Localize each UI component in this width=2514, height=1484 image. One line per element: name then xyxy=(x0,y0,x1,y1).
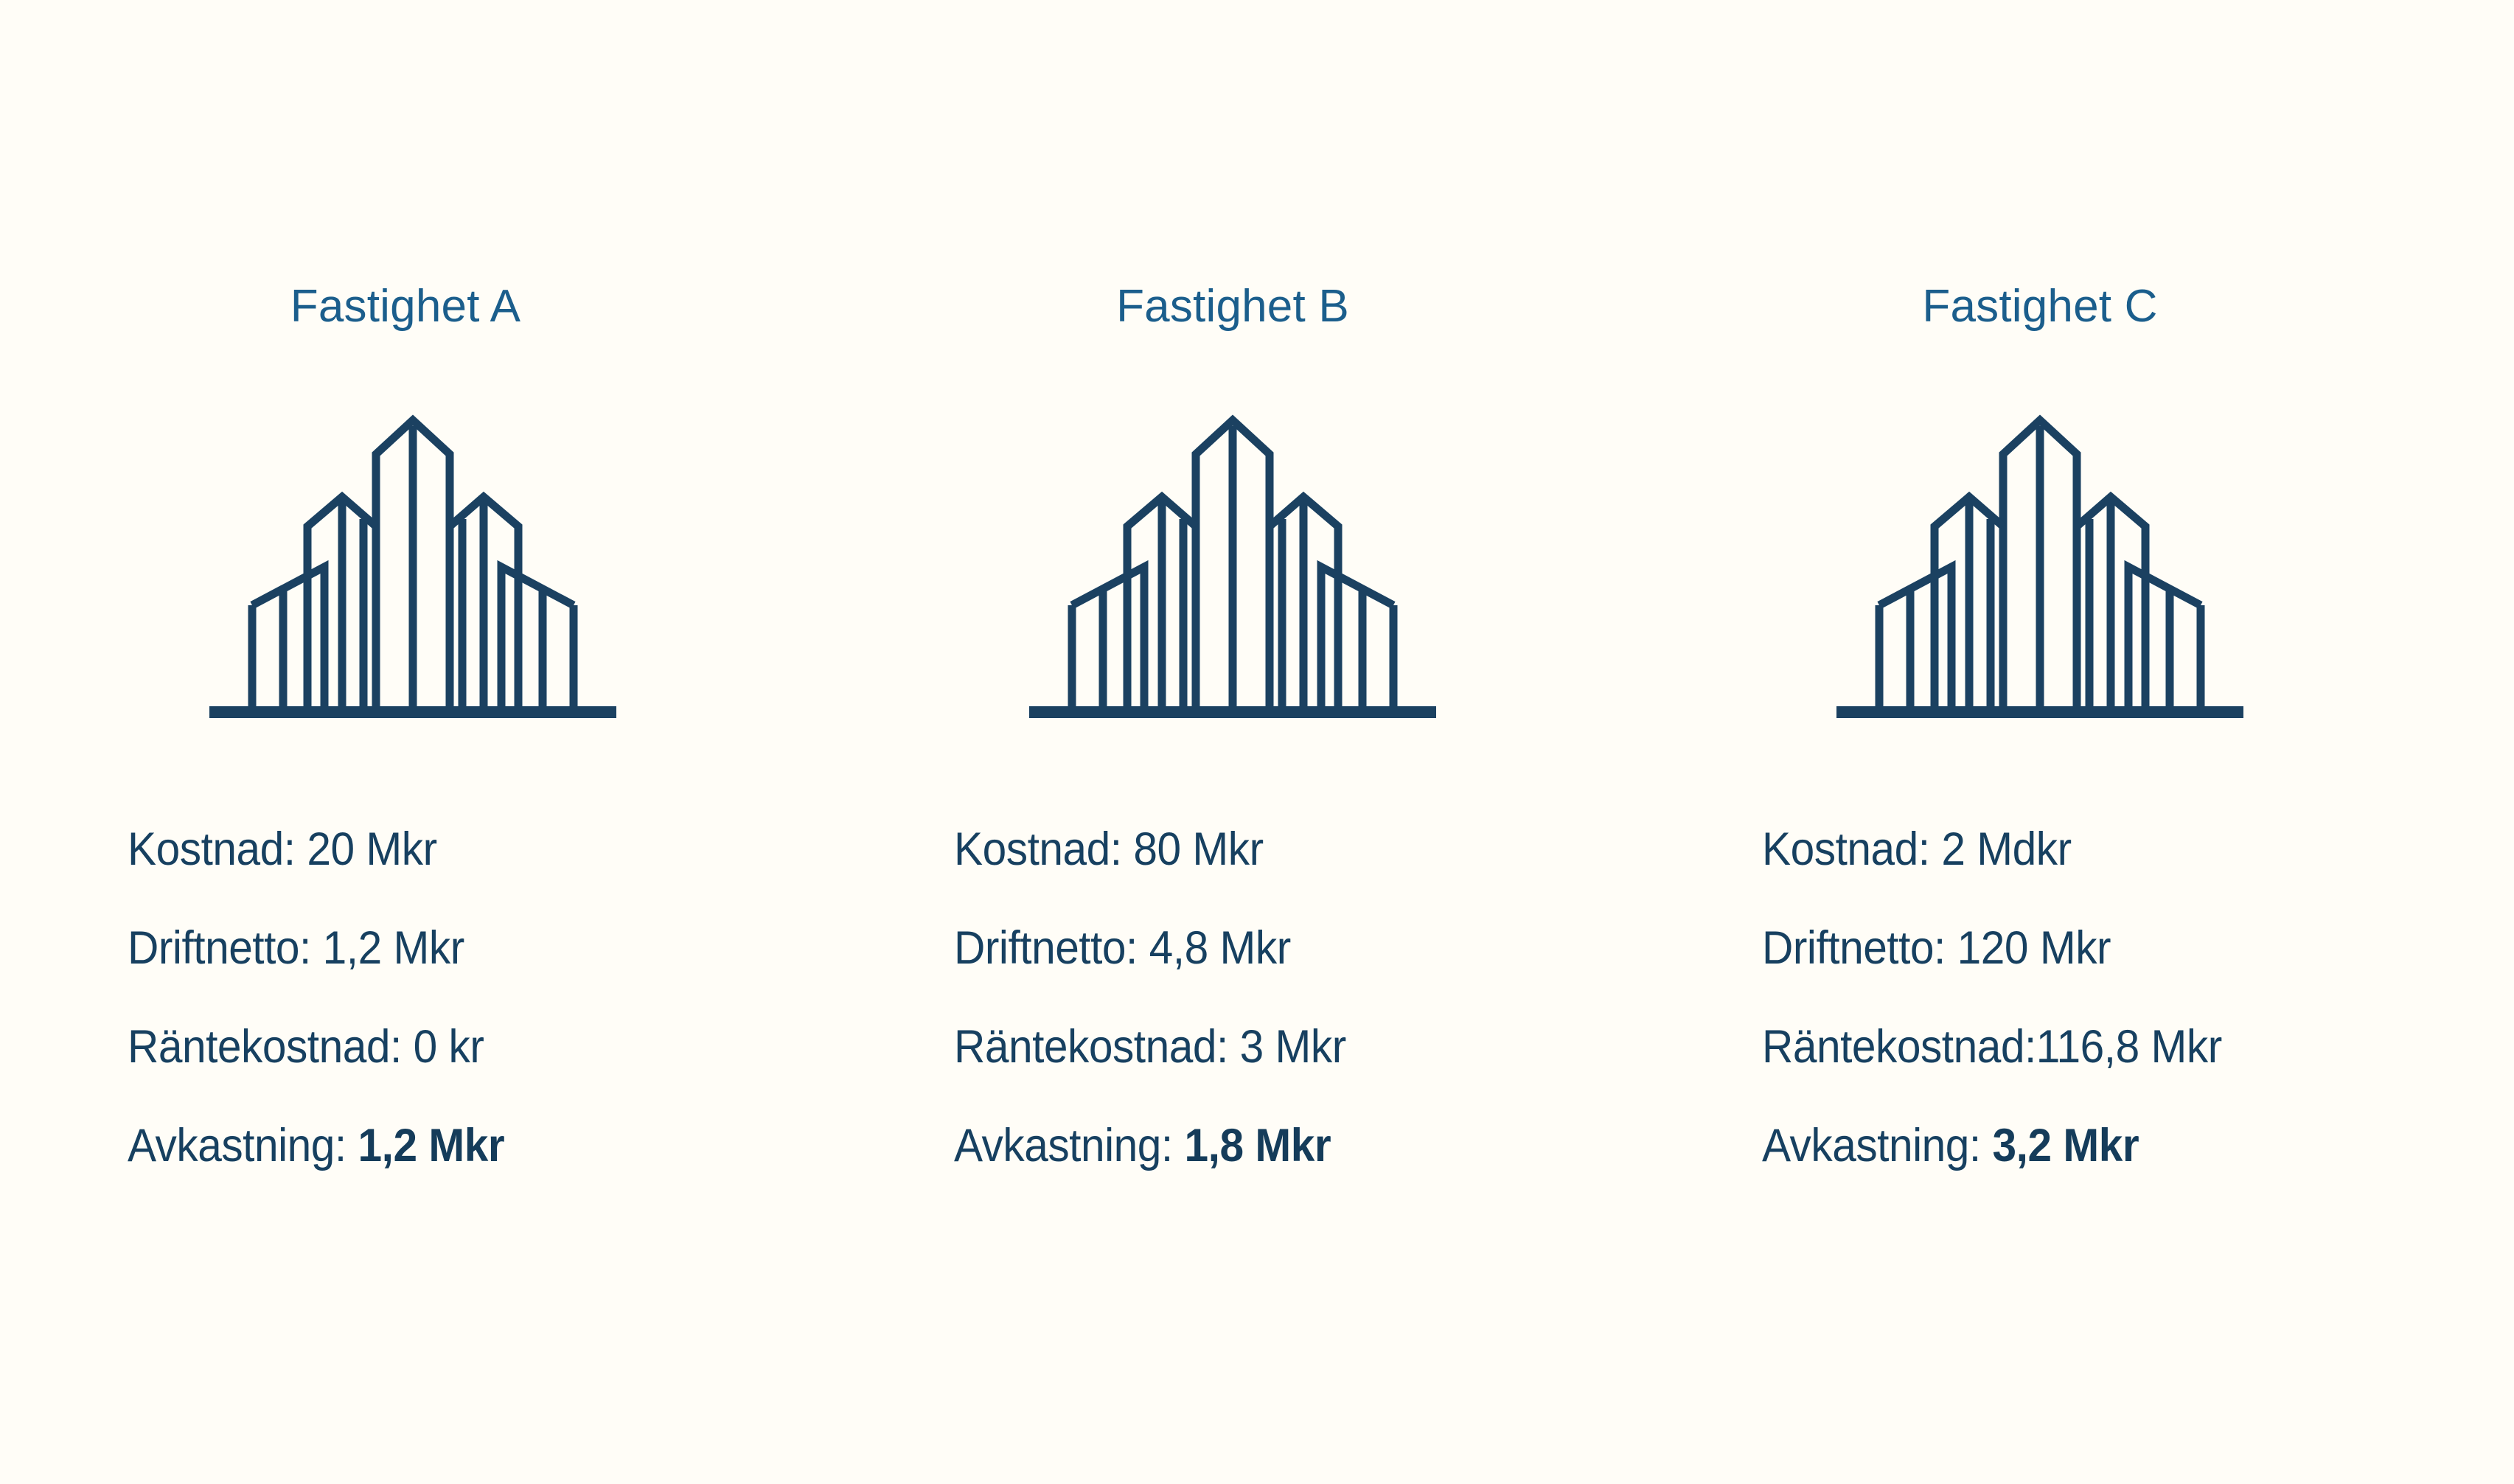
stat-value-avkastning: 1,2 Mkr xyxy=(358,1120,505,1171)
property-title-c: Fastighet C xyxy=(1922,281,2158,332)
stat-line-avkastning: Avkastning: 1,8 Mkr xyxy=(954,1096,1612,1195)
stat-line-kostnad: Kostnad: 80 Mkr xyxy=(954,823,1264,875)
stat-line-avkastning: Avkastning: 3,2 Mkr xyxy=(1762,1096,2420,1195)
stat-value-avkastning: 3,2 Mkr xyxy=(1992,1120,2139,1171)
stat-line-kostnad: Kostnad: 2 Mdkr xyxy=(1762,823,2072,875)
property-icon-a-wrapper xyxy=(0,410,818,720)
stat-value-avkastning: 1,8 Mkr xyxy=(1184,1120,1331,1171)
property-stats-c: Kostnad: 2 Mdkr Driftnetto: 120 Mkr Ränt… xyxy=(1762,800,2470,1195)
property-stats-a: Kostnad: 20 Mkr Driftnetto: 1,2 Mkr Ränt… xyxy=(128,800,835,1195)
office-buildings-icon xyxy=(209,414,616,718)
stat-line-rantekostnad: Räntekostnad: 0 kr xyxy=(128,1021,484,1073)
property-title-b: Fastighet B xyxy=(1116,281,1349,332)
stat-line-driftnetto: Driftnetto: 120 Mkr xyxy=(1762,922,2111,974)
office-buildings-icon xyxy=(1029,414,1436,718)
stat-label-avkastning: Avkastning: xyxy=(954,1120,1185,1171)
property-icon-b-wrapper xyxy=(827,410,1638,720)
stat-label-avkastning: Avkastning: xyxy=(128,1120,358,1171)
stat-line-driftnetto: Driftnetto: 1,2 Mkr xyxy=(128,922,464,974)
stat-line-kostnad: Kostnad: 20 Mkr xyxy=(128,823,437,875)
property-icon-c-wrapper xyxy=(1634,410,2445,720)
stat-line-avkastning: Avkastning: 1,2 Mkr xyxy=(128,1096,786,1195)
stat-line-driftnetto: Driftnetto: 4,8 Mkr xyxy=(954,922,1291,974)
stat-line-rantekostnad: Räntekostnad:116,8 Mkr xyxy=(1762,1021,2222,1073)
property-title-a: Fastighet A xyxy=(290,281,521,332)
property-stats-b: Kostnad: 80 Mkr Driftnetto: 4,8 Mkr Ränt… xyxy=(954,800,1662,1195)
property-card-b: Fastighet B xyxy=(827,0,1638,1484)
property-card-a: Fastighet A xyxy=(0,0,811,1484)
property-card-c: Fastighet C xyxy=(1634,0,2445,1484)
office-buildings-icon xyxy=(1836,414,2243,718)
stat-line-rantekostnad: Räntekostnad: 3 Mkr xyxy=(954,1021,1346,1073)
stat-label-avkastning: Avkastning: xyxy=(1762,1120,1993,1171)
